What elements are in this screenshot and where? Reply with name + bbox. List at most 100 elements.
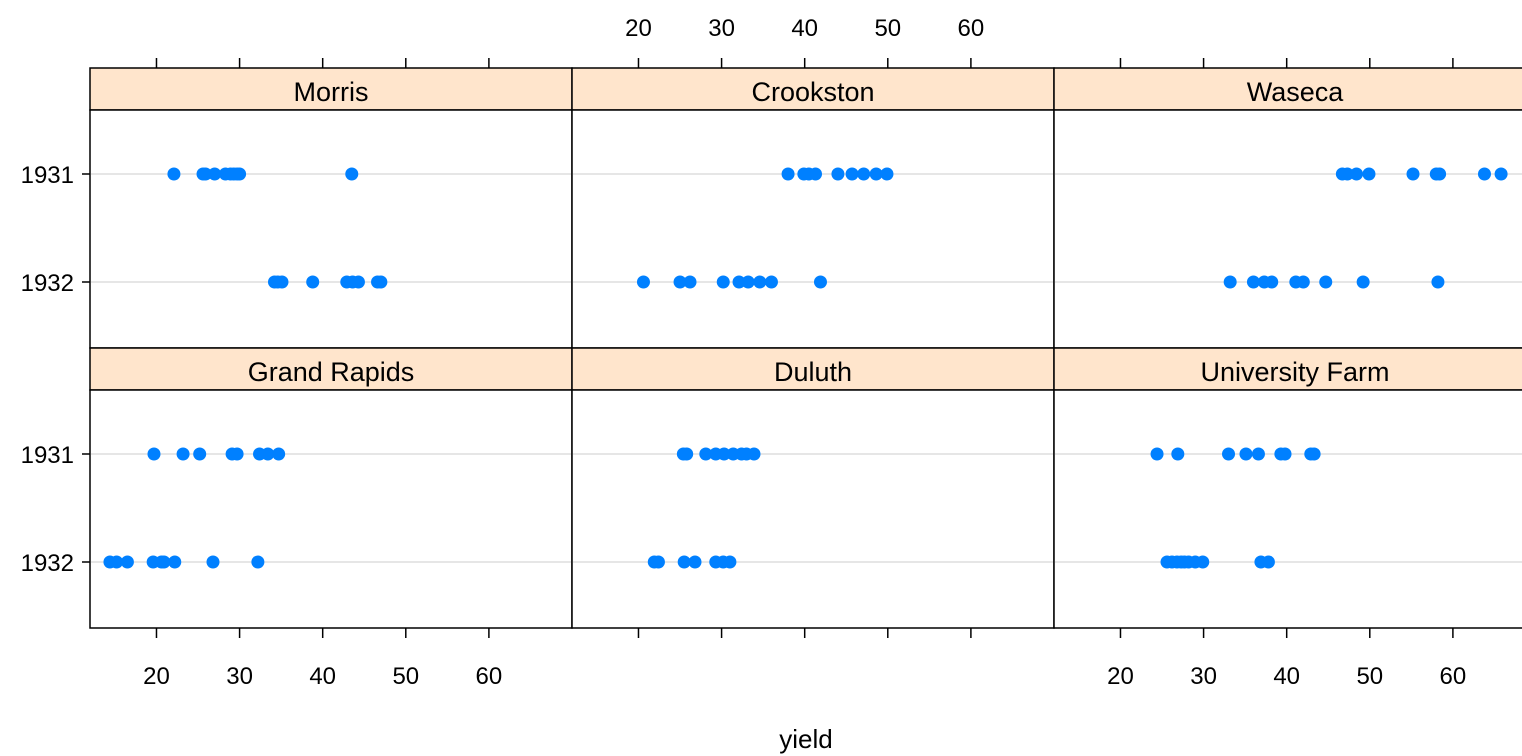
data-point (374, 275, 388, 289)
data-point (208, 167, 222, 181)
data-point (168, 555, 182, 569)
panel-strip-label: University Farm (1200, 357, 1389, 387)
data-point (193, 447, 207, 461)
data-point (1340, 167, 1354, 181)
data-point (206, 555, 220, 569)
data-point (683, 275, 697, 289)
data-point (688, 555, 702, 569)
panel-data-area (571, 109, 1055, 349)
data-point (306, 275, 320, 289)
data-point (1356, 275, 1370, 289)
data-point (1239, 447, 1253, 461)
panel-strip (1053, 347, 1522, 391)
data-point (1278, 447, 1292, 461)
data-point (813, 275, 827, 289)
data-point (167, 167, 181, 181)
data-point (1431, 275, 1445, 289)
data-point (272, 447, 286, 461)
y-tick-label: 1931 (21, 162, 74, 189)
panel-data-area (1053, 109, 1522, 349)
panel-strip-label: Morris (294, 77, 369, 107)
data-point (747, 447, 761, 461)
panel-strip (571, 347, 1055, 391)
data-point (1307, 447, 1321, 461)
data-point (1222, 447, 1236, 461)
panel-data-area (89, 389, 573, 629)
data-point (636, 275, 650, 289)
panel-grand-rapids: Grand Rapids (89, 347, 573, 629)
data-point (1362, 167, 1376, 181)
panel-strip-label: Grand Rapids (248, 357, 415, 387)
x-tick-label-bottom: 50 (1356, 663, 1383, 690)
data-point (261, 447, 275, 461)
panel-duluth: Duluth (571, 347, 1055, 629)
data-point (1150, 447, 1164, 461)
data-point (1296, 275, 1310, 289)
data-point (275, 275, 289, 289)
panel-data-area (89, 109, 573, 349)
y-tick-label: 1932 (21, 270, 74, 297)
data-point (857, 167, 871, 181)
data-point (199, 167, 213, 181)
data-point (1223, 275, 1237, 289)
data-point (753, 275, 767, 289)
data-point (880, 167, 894, 181)
data-point (351, 275, 365, 289)
panel-data-area (571, 389, 1055, 629)
data-point (869, 167, 883, 181)
panel-data-area (1053, 389, 1522, 629)
x-tick-label-bottom: 30 (1190, 663, 1217, 690)
x-tick-label-bottom: 40 (309, 663, 336, 690)
panel-morris: Morris (89, 67, 573, 349)
data-point (110, 555, 124, 569)
data-point (345, 167, 359, 181)
panel-strip-label: Waseca (1247, 77, 1345, 107)
data-point (176, 447, 190, 461)
data-point (251, 555, 265, 569)
x-tick-label-bottom: 60 (1440, 663, 1467, 690)
data-point (1477, 167, 1491, 181)
y-tick-label: 1931 (21, 442, 74, 469)
x-tick-label-top: 30 (708, 15, 735, 42)
data-point (1319, 275, 1333, 289)
x-tick-label-bottom: 40 (1273, 663, 1300, 690)
x-tick-label-top: 50 (874, 15, 901, 42)
data-point (1433, 167, 1447, 181)
x-tick-label-bottom: 50 (392, 663, 419, 690)
panel-strip-label: Duluth (774, 357, 852, 387)
x-tick-label-top: 60 (958, 15, 985, 42)
data-point (147, 447, 161, 461)
x-tick-label-bottom: 20 (1107, 663, 1134, 690)
panel-strip (89, 67, 573, 111)
x-axis-label: yield (779, 724, 832, 754)
data-point (120, 555, 134, 569)
data-point (230, 447, 244, 461)
panel-strip (89, 347, 573, 391)
y-tick-label: 1932 (21, 550, 74, 577)
data-point (680, 447, 694, 461)
data-point (1265, 275, 1279, 289)
x-tick-label-bottom: 60 (476, 663, 503, 690)
data-point (1349, 167, 1363, 181)
data-point (716, 275, 730, 289)
data-point (1261, 555, 1275, 569)
data-point (1406, 167, 1420, 181)
data-point (808, 167, 822, 181)
x-tick-label-top: 20 (625, 15, 652, 42)
data-point (1246, 275, 1260, 289)
x-tick-label-top: 40 (791, 15, 818, 42)
panel-crookston: Crookston (571, 67, 1055, 349)
data-point (732, 275, 746, 289)
data-point (717, 447, 731, 461)
data-point (233, 167, 247, 181)
data-point (651, 555, 665, 569)
data-point (157, 555, 171, 569)
data-point (764, 275, 778, 289)
panels-layer: Morris Crookston Waseca Grand Rapids Duluth U… (89, 67, 1522, 629)
data-point (677, 555, 691, 569)
x-tick-label-bottom: 20 (143, 663, 170, 690)
data-point (1171, 447, 1185, 461)
data-point (781, 167, 795, 181)
data-point (723, 555, 737, 569)
